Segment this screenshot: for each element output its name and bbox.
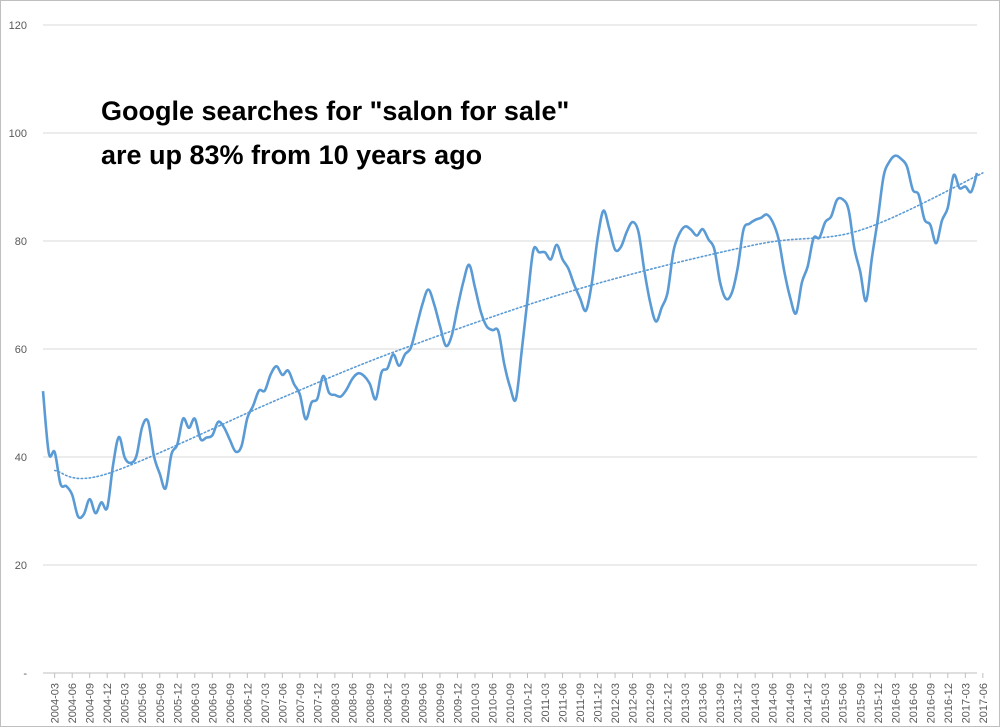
x-tick-label: 2011-09: [575, 683, 587, 723]
x-tick-label: 2015-03: [820, 683, 832, 723]
y-tick-label: 80: [15, 236, 27, 248]
x-tick-label: 2016-03: [890, 683, 902, 723]
x-tick-label: 2008-06: [347, 683, 359, 723]
x-tick-label: 2012-06: [628, 683, 640, 723]
chart-title-line-1: Google searches for "salon for sale": [101, 96, 569, 126]
x-tick-label: 2012-03: [610, 683, 622, 723]
x-tick-label: 2017-03: [960, 683, 972, 723]
x-axis-ticks: 2004-03 2004-06 2004-09 2004-12 2005-03 2005-…: [50, 673, 990, 723]
x-tick-label: 2013-12: [733, 683, 745, 723]
x-tick-label: 2009-06: [417, 683, 429, 723]
x-tick-label: 2011-06: [558, 683, 570, 723]
x-tick-label: 2005-03: [120, 683, 132, 723]
x-tick-label: 2015-06: [838, 683, 850, 723]
x-tick-label: 2012-09: [645, 683, 657, 723]
series: [41, 154, 979, 520]
x-tick-label: 2007-12: [312, 683, 324, 723]
x-tick-label: 2017-06: [978, 683, 990, 723]
y-tick-label: 60: [15, 344, 27, 356]
x-tick-label: 2013-06: [698, 683, 710, 723]
y-tick-label: 100: [9, 128, 27, 140]
x-tick-label: 2010-03: [470, 683, 482, 723]
x-tick-label: 2009-03: [400, 683, 412, 723]
x-tick-label: 2007-03: [260, 683, 272, 723]
series-line: [41, 154, 979, 520]
x-tick-label: 2012-12: [663, 683, 675, 723]
x-tick-label: 2004-06: [67, 683, 79, 723]
x-tick-label: 2016-12: [943, 683, 955, 723]
x-tick-label: 2015-12: [873, 683, 885, 723]
x-tick-label: 2006-06: [207, 683, 219, 723]
chart-title: Google searches for "salon for sale" are…: [101, 96, 569, 170]
x-tick-label: 2009-12: [452, 683, 464, 723]
x-tick-label: 2013-09: [715, 683, 727, 723]
x-tick-label: 2016-06: [908, 683, 920, 723]
x-tick-label: 2005-06: [137, 683, 149, 723]
y-tick-label: -: [23, 668, 27, 680]
y-tick-label: 20: [15, 560, 27, 572]
x-tick-label: 2004-12: [102, 683, 114, 723]
trendline: [53, 172, 984, 480]
x-tick-label: 2008-09: [365, 683, 377, 723]
x-tick-label: 2008-12: [382, 683, 394, 723]
x-tick-label: 2004-09: [85, 683, 97, 723]
x-tick-label: 2014-12: [803, 683, 815, 723]
y-tick-label: 120: [9, 20, 27, 32]
x-tick-label: 2014-09: [785, 683, 797, 723]
y-axis-ticks: - 20 40 60 80 100 120: [9, 20, 28, 680]
x-tick-label: 2010-09: [505, 683, 517, 723]
x-tick-label: 2007-06: [277, 683, 289, 723]
x-tick-label: 2009-09: [435, 683, 447, 723]
x-tick-label: 2008-03: [330, 683, 342, 723]
x-tick-label: 2005-09: [155, 683, 167, 723]
x-tick-label: 2014-03: [750, 683, 762, 723]
x-tick-label: 2007-09: [295, 683, 307, 723]
trendline-path: [53, 172, 984, 480]
x-tick-label: 2010-12: [523, 683, 535, 723]
chart-title-line-2: are up 83% from 10 years ago: [101, 140, 482, 170]
x-tick-label: 2006-09: [225, 683, 237, 723]
x-tick-label: 2013-03: [680, 683, 692, 723]
x-tick-label: 2005-12: [172, 683, 184, 723]
x-tick-label: 2015-09: [855, 683, 867, 723]
x-tick-label: 2011-12: [593, 683, 605, 723]
x-tick-label: 2006-12: [242, 683, 254, 723]
gridlines: [43, 24, 977, 674]
x-tick-label: 2014-06: [768, 683, 780, 723]
x-tick-label: 2011-03: [540, 683, 552, 723]
x-tick-label: 2010-06: [487, 683, 499, 723]
x-tick-label: 2016-09: [925, 683, 937, 723]
y-tick-label: 40: [15, 452, 27, 464]
x-tick-label: 2004-03: [50, 683, 62, 723]
x-tick-label: 2006-03: [190, 683, 202, 723]
